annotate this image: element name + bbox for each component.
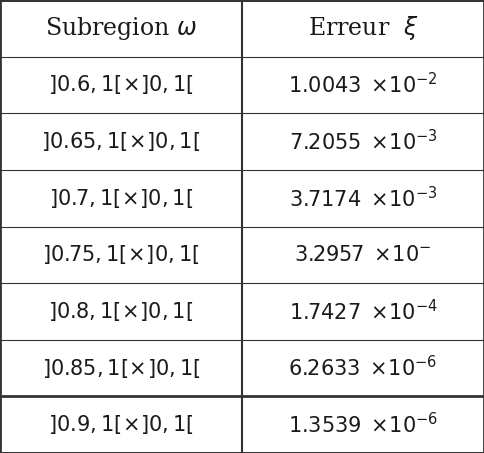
Text: $]0.7,1[\!\times\!]0,1[$: $]0.7,1[\!\times\!]0,1[$ <box>49 187 193 210</box>
Text: $]0.75,1[\!\times\!]0,1[$: $]0.75,1[\!\times\!]0,1[$ <box>42 243 200 266</box>
Text: $]0.8,1[\!\times\!]0,1[$: $]0.8,1[\!\times\!]0,1[$ <box>48 300 194 323</box>
Text: $3.2957\;\times\!10^{-}$: $3.2957\;\times\!10^{-}$ <box>294 245 432 265</box>
Text: $1.7427\;\times\!10^{-4}$: $1.7427\;\times\!10^{-4}$ <box>288 299 438 324</box>
Text: $]0.65,1[\!\times\!]0,1[$: $]0.65,1[\!\times\!]0,1[$ <box>42 130 200 153</box>
Text: Subregion $\mathit{\omega}$: Subregion $\mathit{\omega}$ <box>45 15 197 42</box>
Text: $1.0043\;\times\!10^{-2}$: $1.0043\;\times\!10^{-2}$ <box>288 72 438 97</box>
Text: $]0.9,1[\!\times\!]0,1[$: $]0.9,1[\!\times\!]0,1[$ <box>48 413 194 436</box>
Text: $]0.6,1[\!\times\!]0,1[$: $]0.6,1[\!\times\!]0,1[$ <box>48 73 194 96</box>
Text: $7.2055\;\times\!10^{-3}$: $7.2055\;\times\!10^{-3}$ <box>288 129 438 154</box>
Text: $6.2633\;\times\!10^{-6}$: $6.2633\;\times\!10^{-6}$ <box>288 356 438 381</box>
Text: $]0.85,1[\!\times\!]0,1[$: $]0.85,1[\!\times\!]0,1[$ <box>42 357 200 380</box>
Text: Erreur  $\xi$: Erreur $\xi$ <box>308 14 418 42</box>
Text: $3.7174\;\times\!10^{-3}$: $3.7174\;\times\!10^{-3}$ <box>289 186 437 211</box>
Text: $1.3539\;\times\!10^{-6}$: $1.3539\;\times\!10^{-6}$ <box>288 412 438 437</box>
